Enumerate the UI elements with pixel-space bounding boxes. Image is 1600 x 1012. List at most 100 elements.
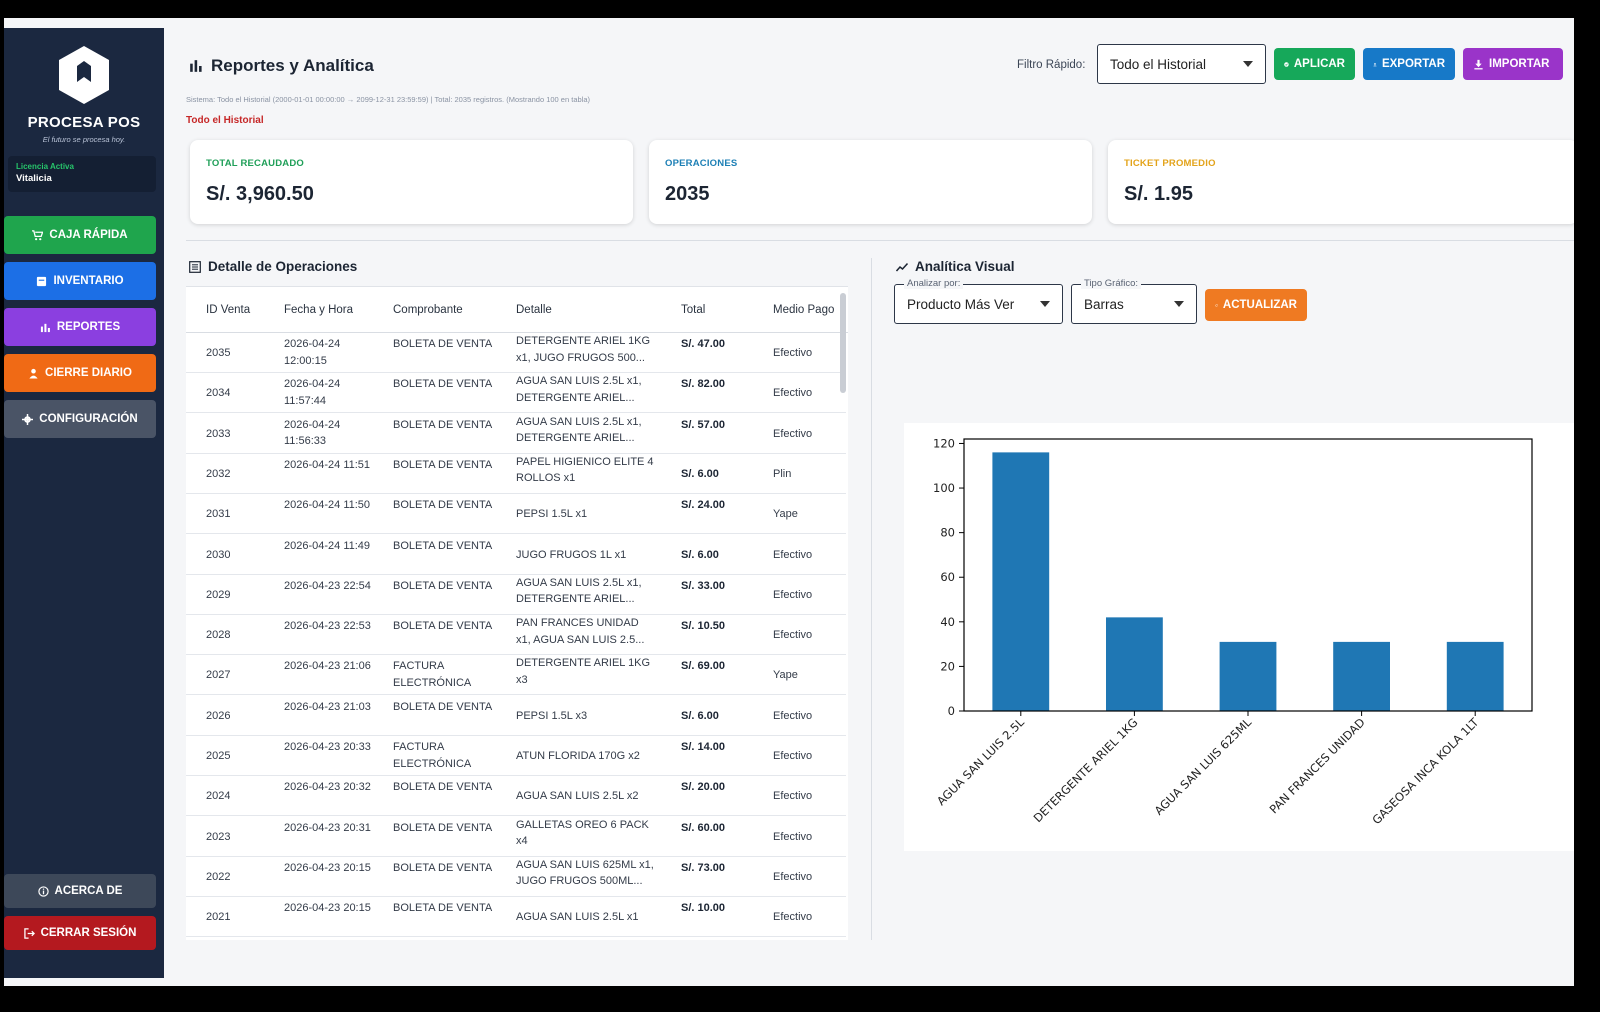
nav-cierre-label: CIERRE DIARIO [45,367,132,379]
cell-comprobante: FACTURA ELECTRÓNICA [393,660,472,689]
table-row[interactable]: 2032 2026-04-24 11:51 BOLETA DE VENTA PAPEL… [186,454,846,494]
cell-detalle: AGUA SAN LUIS 2.5L x1, DETERGENTE ARIEL.… [516,375,642,404]
table-row[interactable]: 2030 2026-04-24 11:49 BOLETA DE VENTA JUGO … [186,535,846,575]
operations-table[interactable]: ID Venta Fecha y Hora Comprobante Detall… [186,286,848,940]
cell-detalle: DETERGENTE ARIEL 1KG x3 [516,657,651,686]
table-row[interactable]: 2031 2026-04-24 11:50 BOLETA DE VENTA PEPSI… [186,494,846,535]
nav-acerca-button[interactable]: ACERCA DE [4,874,156,908]
nav-reportes-button[interactable]: REPORTES [4,308,156,346]
cell-detalle: ATUN FLORIDA 170G x2 [516,750,640,762]
bar-chart: 0 20 40 60 80 100 120 AGUA SAN LUIS 2.5L DETERGE… [904,423,1574,851]
chart-bar [992,452,1050,711]
table-row[interactable]: 2033 2026-04-24 11:56:33 BOLETA DE VENTA AG… [186,414,846,454]
x-tick-label: PAN FRANCES UNIDAD [1267,715,1368,816]
kpi-ticket-promedio-card: TICKET PROMEDIO S/. 1.95 [1108,140,1574,224]
exportar-button[interactable]: EXPORTAR [1363,48,1455,80]
table-row[interactable]: 2024 2026-04-23 20:32 BOLETA DE VENTA AGUA … [186,776,846,817]
quick-filter-select[interactable]: Todo el Historial [1097,44,1266,84]
analizar-por-select[interactable]: Producto Más Ver [894,284,1063,324]
cell-medio-pago: Yape [773,508,798,521]
tipo-grafico-select[interactable]: Barras [1071,284,1197,324]
table-row[interactable]: 2025 2026-04-23 20:33 FACTURA ELECTRÓNICA A… [186,736,846,776]
col-fecha[interactable]: Fecha y Hora [284,304,354,316]
cell-fecha: 2026-04-23 20:15 [284,861,371,874]
cell-detalle: PAN FRANCES UNIDAD x1, AGUA SAN LUIS 2.5… [516,617,645,646]
cell-total: S/. 69.00 [681,660,726,673]
cell-detalle: GALLETAS OREO 6 PACK x4 [516,818,649,848]
nav-configuracion-button[interactable]: CONFIGURACIÓN [4,400,156,438]
aplicar-button[interactable]: APLICAR [1274,48,1355,80]
cell-medio-pago: Yape [773,669,798,682]
cell-medio-pago: Efectivo [773,548,813,561]
importar-label: IMPORTAR [1489,58,1550,70]
cell-comprobante: BOLETA DE VENTA [393,781,493,794]
cell-detalle: AGUA SAN LUIS 625ML x1, JUGO FRUGOS 500M… [516,858,654,888]
cell-medio-pago: Efectivo [773,870,813,883]
logout-button[interactable]: CERRAR SESIÓN [4,916,156,950]
table-row[interactable]: 2027 2026-04-23 21:06 FACTURA ELECTRÓNICA D… [186,655,846,696]
cell-total: S/. 47.00 [681,338,726,350]
col-comprobante[interactable]: Comprobante [393,304,463,316]
col-total[interactable]: Total [681,304,706,316]
table-row[interactable]: 2022 2026-04-23 20:15 BOLETA DE VENTA AGUA … [186,857,846,897]
y-tick-label: 80 [940,526,955,540]
table-row[interactable]: 2028 2026-04-23 22:53 BOLETA DE VENTA PAN F… [186,615,846,656]
nav-caja-rapida-button[interactable]: CAJA RÁPIDA [4,216,156,254]
col-id[interactable]: ID Venta [206,304,251,316]
cell-total: S/. 24.00 [681,499,726,512]
cell-comprobante: BOLETA DE VENTA [393,579,493,592]
cell-fecha: 2026-04-23 22:54 [284,579,371,592]
importar-button[interactable]: IMPORTAR [1463,48,1563,80]
cell-detalle: PEPSI 1.5L x3 [516,709,588,722]
table-row[interactable]: 2034 2026-04-24 11:57:44 BOLETA DE VENTA AG… [186,373,846,414]
cell-detalle: AGUA SAN LUIS 2.5L x1 [516,911,639,924]
x-tick-label: GASEOSA INCA KOLA 1LT [1369,715,1482,828]
divider [186,240,1574,241]
col-medio-pago[interactable]: Medio Pago [773,304,835,316]
cell-medio-pago: Efectivo [773,588,813,601]
cell-id: 2023 [206,830,231,843]
cell-id: 2032 [206,467,231,480]
cell-total: S/. 73.00 [681,861,726,874]
license-box: Licencia Activa Vitalicia [8,156,156,192]
gear-icon [22,413,34,425]
table-row[interactable]: 2029 2026-04-23 22:54 BOLETA DE VENTA AGUA … [186,575,846,615]
cell-comprobante: BOLETA DE VENTA [393,539,493,552]
actualizar-button[interactable]: ACTUALIZAR [1205,289,1307,321]
table-row[interactable]: 2035 2026-04-24 12:00:15 BOLETA DE VENTA DE… [186,333,846,373]
detalle-title-text: Detalle de Operaciones [208,259,358,274]
cell-total: S/. 57.00 [681,418,726,431]
table-row[interactable]: 2023 2026-04-23 20:31 BOLETA DE VENTA GALLE… [186,817,846,857]
cell-comprobante: FACTURA ELECTRÓNICA [393,741,472,770]
cell-fecha: 2026-04-24 11:51 [284,458,371,471]
table-scrollbar[interactable] [840,293,846,393]
cell-id: 2022 [206,870,231,883]
license-label: Licencia Activa [16,162,74,171]
cell-fecha: 2026-04-23 20:33 [284,741,371,753]
cell-id: 2026 [206,709,231,722]
col-detalle[interactable]: Detalle [516,304,552,316]
actualizar-label: ACTUALIZAR [1222,299,1297,311]
cell-fecha: 2026-04-24 11:50 [284,499,371,512]
cell-total: S/. 33.00 [681,579,726,592]
quick-filter-value: Todo el Historial [1110,56,1207,72]
cell-id: 2031 [206,508,231,521]
nav-inventario-button[interactable]: INVENTARIO [4,262,156,300]
cell-total: S/. 14.00 [681,741,726,753]
kpi-total-recaudado-card: TOTAL RECAUDADO S/. 3,960.50 [190,140,633,224]
nav-cierre-diario-button[interactable]: CIERRE DIARIO [4,354,156,392]
table-row[interactable]: 2026 2026-04-23 21:03 BOLETA DE VENTA PEPSI… [186,696,846,736]
letterbox [1574,0,1600,1012]
cell-medio-pago: Efectivo [773,911,813,924]
x-tick-label: AGUA SAN LUIS 625ML [1152,715,1255,818]
cell-total: S/. 6.00 [681,709,719,722]
table-row[interactable]: 2021 2026-04-23 20:15 BOLETA DE VENTA AGUA … [186,897,846,938]
cell-comprobante: BOLETA DE VENTA [393,902,493,915]
cell-comprobante: BOLETA DE VENTA [393,821,493,834]
cell-detalle: AGUA SAN LUIS 2.5L x2 [516,790,639,803]
tipo-value: Barras [1084,296,1124,312]
cell-fecha: 2026-04-23 20:15 [284,902,371,915]
analitica-title-text: Analítica Visual [915,259,1015,274]
cell-total: S/. 82.00 [681,378,726,391]
nav-acerca-label: ACERCA DE [54,885,123,897]
